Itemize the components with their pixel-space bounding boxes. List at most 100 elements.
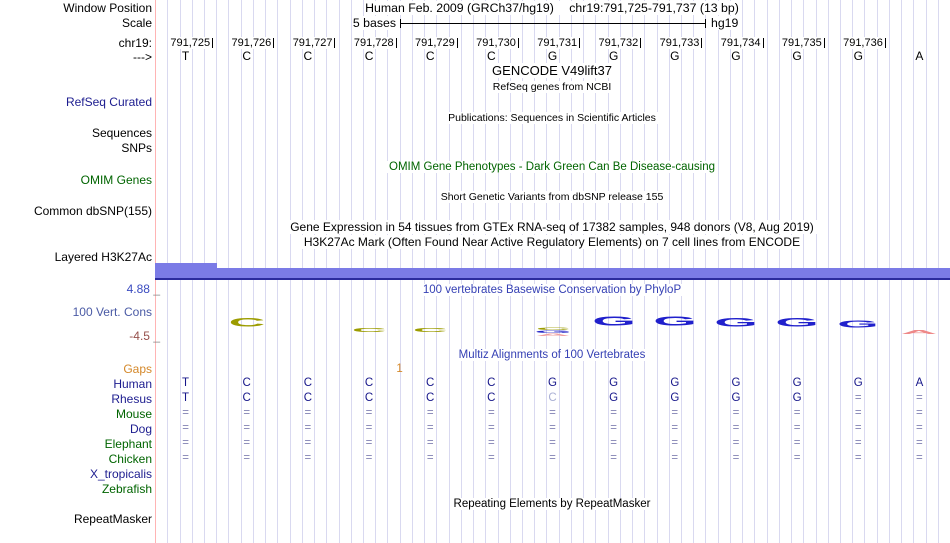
reference-base: T — [181, 49, 190, 63]
track-label-cons_max[interactable]: 4.88 _ — [126, 282, 160, 296]
ruler-position-label: 791,732 — [597, 37, 640, 49]
multiz-cell: G — [609, 377, 619, 389]
ruler-tick — [212, 38, 214, 48]
ruler-position-label: 791,726 — [230, 37, 273, 49]
chrom-row-label: chr19: — [118, 36, 152, 50]
multiz-cell: = — [916, 437, 923, 449]
track-title-dbsnp_sub: Short Genetic Variants from dbSNP releas… — [155, 191, 949, 203]
multiz-cell: G — [853, 377, 863, 389]
phylop-logo-glyph[interactable]: C — [413, 319, 447, 337]
multiz-cell: = — [426, 422, 434, 434]
multiz-row-label-x_tropicalis[interactable]: X_tropicalis — [89, 467, 152, 481]
phylop-logo-glyph[interactable]: G — [714, 314, 758, 332]
multiz-cell: G — [548, 377, 557, 389]
window-position-row-label: Window Position — [63, 1, 152, 15]
phylop-logo-glyph[interactable]: C — [352, 319, 386, 337]
phylop-logo-glyph[interactable]: G — [534, 320, 571, 338]
multiz-row-label-human[interactable]: Human — [113, 377, 152, 391]
multiz-cell: = — [610, 452, 617, 464]
track-label-snps[interactable]: SNPs — [121, 141, 152, 155]
track-label-cons[interactable]: 100 Vert. Cons — [72, 305, 152, 319]
ruler-tick — [640, 38, 642, 48]
phylop-logo-glyph[interactable]: C — [535, 317, 569, 335]
phylop-logo-glyph[interactable]: C — [229, 314, 265, 332]
track-title-gtex: Gene Expression in 54 tissues from GTEx … — [155, 220, 949, 234]
scale-bar-right-tick — [705, 19, 706, 28]
multiz-cell: = — [304, 452, 312, 464]
ruler-position-label: 791,727 — [291, 37, 334, 49]
track-label-repeatmasker[interactable]: RepeatMasker — [73, 512, 152, 526]
track-title-h3k27ac_sub: H3K27Ac Mark (Often Found Near Active Re… — [155, 235, 949, 249]
multiz-cell: = — [487, 422, 495, 434]
multiz-row-label-zebrafish[interactable]: Zebrafish — [101, 482, 152, 496]
multiz-row-label-gaps[interactable]: Gaps — [123, 362, 152, 376]
reference-base: G — [670, 49, 680, 63]
multiz-row-label-dog[interactable]: Dog — [129, 422, 152, 436]
svg-text:C: C — [352, 328, 386, 332]
ruler-tick — [884, 38, 886, 48]
scale-assembly-label: hg19 — [711, 16, 739, 30]
multiz-cell: = — [549, 437, 556, 449]
multiz-cell: = — [854, 392, 862, 404]
reference-base: G — [853, 49, 863, 63]
phylop-logo-glyph[interactable]: G — [838, 315, 879, 333]
phylop-logo-glyph[interactable]: A — [535, 323, 569, 341]
reference-base: C — [303, 49, 313, 63]
multiz-cell: = — [365, 422, 373, 434]
track-label-dbsnp[interactable]: Common dbSNP(155) — [33, 204, 152, 218]
phylop-logo-glyph[interactable]: G — [653, 313, 697, 331]
multiz-cell: G — [731, 392, 741, 404]
range-title: chr19:791,725-791,737 (13 bp) — [569, 1, 739, 15]
multiz-cell: = — [304, 407, 312, 419]
svg-text:G: G — [777, 318, 817, 327]
reference-base: C — [242, 49, 252, 63]
multiz-cell: C — [548, 392, 557, 404]
multiz-cell: = — [916, 452, 923, 464]
ruler-tick — [456, 38, 458, 48]
multiz-cell: = — [426, 437, 434, 449]
scale-bar-left-tick — [400, 19, 401, 28]
multiz-row-label-rhesus[interactable]: Rhesus — [111, 392, 152, 406]
h3k27ac-signal-bar-tall[interactable] — [155, 263, 217, 280]
phylop-logo-glyph[interactable]: G — [592, 313, 636, 331]
ruler-tick — [517, 38, 519, 48]
phylop-logo-glyph[interactable]: A — [901, 321, 937, 339]
ruler-tick — [334, 38, 336, 48]
multiz-cell: = — [243, 452, 251, 464]
svg-text:C: C — [229, 318, 265, 327]
multiz-cell: T — [182, 377, 190, 389]
ruler-position-label: 791,734 — [719, 37, 762, 49]
multiz-cell: = — [182, 452, 189, 464]
multiz-row-label-elephant[interactable]: Elephant — [104, 437, 152, 451]
track-title-multiz: Multiz Alignments of 100 Vertebrates — [155, 349, 949, 361]
svg-text:G: G — [839, 320, 877, 328]
multiz-cell: = — [426, 407, 434, 419]
multiz-cell: = — [487, 437, 495, 449]
phylop-logo-glyph[interactable]: G — [775, 314, 819, 332]
ruler-position-label: 791,725 — [169, 37, 212, 49]
multiz-cell: = — [854, 452, 862, 464]
multiz-cell: = — [304, 422, 312, 434]
track-label-cons_min[interactable]: -4.5 _ — [129, 329, 160, 343]
multiz-cell: = — [243, 422, 251, 434]
multiz-cell: = — [671, 407, 679, 419]
ruler-position-label: 791,730 — [475, 37, 517, 49]
multiz-cell: = — [732, 452, 740, 464]
reference-base: G — [731, 49, 741, 63]
multiz-cell: = — [854, 407, 862, 419]
track-label-omim[interactable]: OMIM Genes — [80, 173, 152, 187]
multiz-gap-marker: 1 — [396, 363, 403, 375]
track-label-h3k27ac[interactable]: Layered H3K27Ac — [54, 250, 152, 264]
multiz-cell: C — [426, 392, 435, 404]
scale-bases-label: 5 bases — [352, 16, 396, 30]
multiz-row-label-mouse[interactable]: Mouse — [115, 407, 152, 421]
ruler-tick — [273, 38, 275, 48]
h3k27ac-signal-bar[interactable] — [217, 268, 950, 280]
multiz-cell: = — [365, 407, 373, 419]
multiz-cell: C — [364, 377, 374, 389]
track-label-refseq[interactable]: RefSeq Curated — [65, 95, 152, 109]
track-label-sequences[interactable]: Sequences — [91, 126, 152, 140]
multiz-cell: = — [793, 452, 801, 464]
multiz-row-label-chicken[interactable]: Chicken — [108, 452, 152, 466]
